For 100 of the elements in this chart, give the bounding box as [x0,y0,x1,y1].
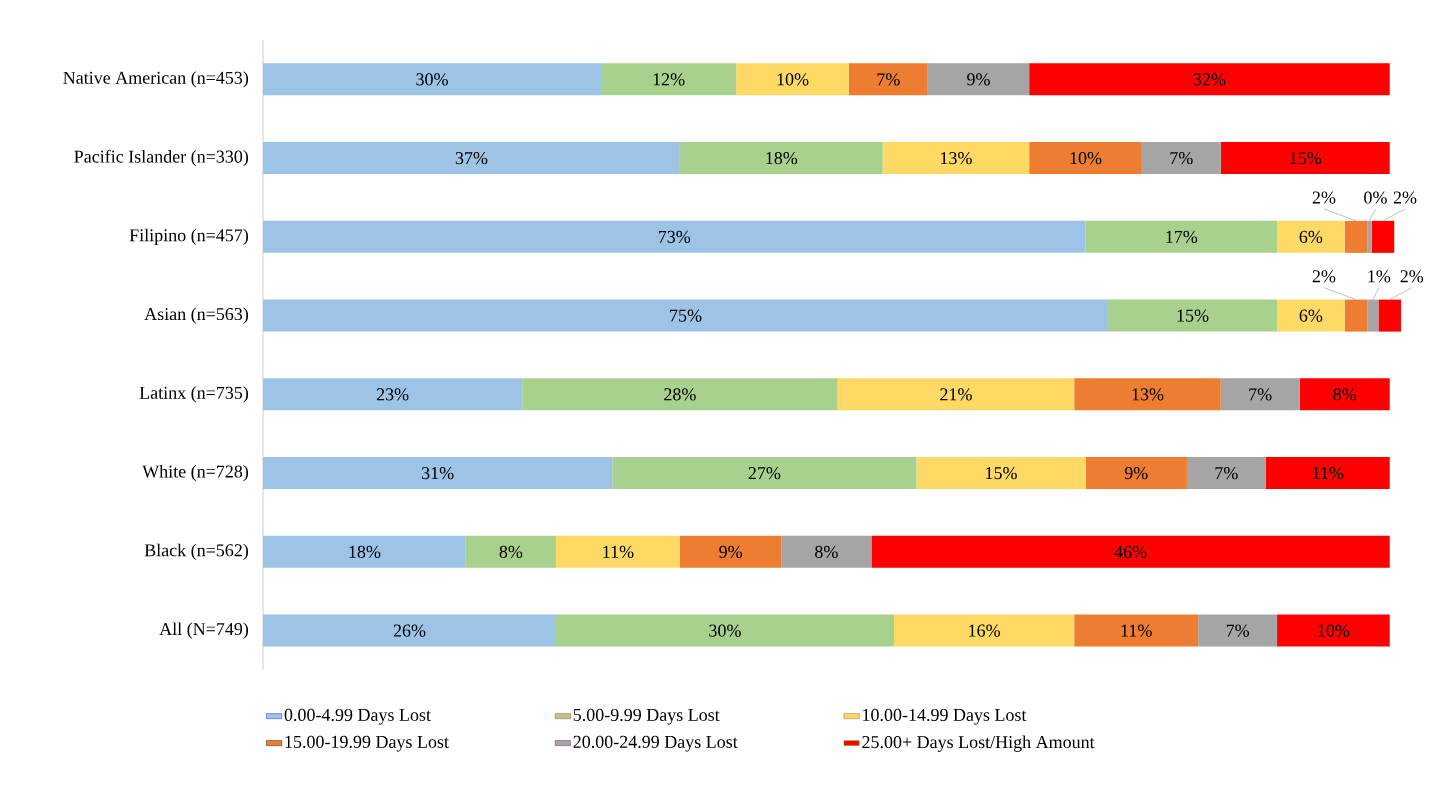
bar [263,535,466,568]
bar [263,299,1109,332]
bar [1344,220,1368,253]
bar [555,614,894,647]
data-label: 7% [1249,388,1272,401]
bar [1299,378,1390,411]
bar [1277,220,1345,253]
data-label: 23% [376,388,409,401]
bar [1277,614,1390,647]
data-label: 12% [653,73,685,86]
bar [465,535,556,568]
bar [1186,457,1266,490]
bar [893,614,1075,647]
data-label: 13% [941,152,972,165]
data-label: 15% [1290,152,1322,165]
bar [736,63,849,96]
data-label: 9% [967,73,990,86]
data-label: 31% [422,467,454,480]
bar [263,614,556,647]
bar [1344,299,1368,332]
bar [1277,299,1345,332]
bar [1265,457,1390,490]
bar [601,63,737,96]
data-label: 2% [1393,191,1417,204]
bar [263,457,613,490]
bar [522,378,838,411]
data-label: 26% [393,624,426,637]
y-tick-label: White (n=728) [142,464,249,482]
data-label: 8% [1333,388,1357,401]
data-label: 7% [877,73,900,86]
y-tick-label: Asian (n=563) [144,307,249,324]
bar [263,63,602,96]
data-label: 28% [664,388,696,401]
legend-label: 10.00-14.99 Days Lost [863,708,1027,725]
data-label: 1% [1368,270,1391,283]
bar [1074,378,1221,411]
data-label: 46% [1114,545,1147,558]
data-label: 9% [719,545,742,558]
data-label: 17% [1166,230,1198,243]
data-label: 6% [1299,309,1323,322]
bar [1198,614,1278,647]
y-tick-label: Pacific Islander (n=330) [74,149,249,167]
bar [679,535,782,568]
legend-label: 25.00+ Days Lost/High Amount [862,735,1095,752]
data-label: 10% [1070,152,1102,165]
data-label: 13% [1132,388,1164,401]
data-label: 6% [1299,230,1323,243]
legend-label: 0.00-4.99 Days Lost [284,708,431,725]
bar [263,378,523,411]
y-tick-label: Black (n=562) [144,543,249,561]
data-label: 30% [709,624,741,637]
bar [1220,378,1300,411]
bar [1029,142,1142,175]
data-label: 7% [1170,152,1193,165]
y-tick-label: Latinx (n=735) [139,386,249,403]
bar [1074,614,1199,647]
data-label: 16% [969,624,1000,637]
bar [871,535,1390,568]
bar [781,535,872,568]
bar [927,63,1030,96]
bar [1029,63,1390,96]
data-label: 32% [1193,73,1226,86]
y-tick-label: Filipino (n=457) [129,228,249,246]
data-label: 7% [1215,467,1238,480]
data-label: 15% [986,467,1017,480]
bar [916,457,1086,490]
bar [612,457,917,490]
bar [1085,457,1187,490]
data-label: 11% [1121,624,1152,637]
data-label: 9% [1124,467,1148,480]
data-label: 8% [499,545,523,558]
data-label: 18% [766,152,798,165]
legend-label: 20.00-24.99 Days Lost [573,735,738,752]
bar [1220,142,1390,175]
bar [882,142,1030,175]
bar [1371,220,1395,253]
data-label: 18% [349,545,381,558]
bar [848,63,928,96]
bar [1378,299,1401,332]
data-label: 27% [748,467,781,480]
bar [263,220,1086,253]
data-label: 11% [1313,467,1344,480]
data-label: 15% [1177,309,1209,322]
data-label: 10% [777,73,809,86]
data-label: 2% [1312,191,1336,204]
bar [1085,220,1278,253]
data-label: 73% [658,230,691,243]
data-label: 10% [1318,624,1350,637]
data-label: 37% [455,152,488,165]
y-tick-label: All (N=749) [159,622,249,639]
data-label: 2% [1400,270,1424,283]
legend-label: 5.00-9.99 Days Lost [573,708,720,725]
data-label: 30% [416,73,448,86]
legend-label: 15.00-19.99 Days Lost [285,735,449,752]
data-label: 7% [1226,624,1250,637]
bar [263,142,680,175]
data-label: 0% [1364,191,1387,204]
bar [837,378,1075,411]
data-label: 8% [815,545,838,558]
bar [679,142,883,175]
